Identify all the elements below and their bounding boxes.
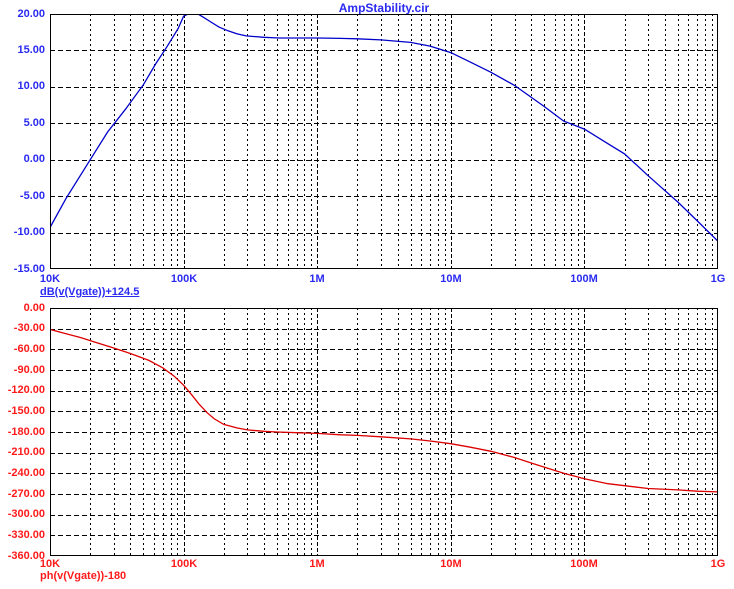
phase-x-tick-label: 1M	[309, 558, 325, 570]
phase-y-tick-label: -180.00	[7, 426, 45, 438]
phase-plot-area[interactable]	[50, 308, 718, 556]
gain-y-tick-label: -10.00	[13, 226, 45, 238]
phase-y-tick-label: -240.00	[7, 467, 45, 479]
phase-x-tick-label: 1G	[710, 558, 726, 570]
gain-x-tick-label: 1G	[710, 273, 726, 285]
phase-y-tick-label: -150.00	[7, 405, 45, 417]
phase-x-tick-label: 10M	[440, 558, 462, 570]
phase-x-tick-label: 100K	[170, 558, 198, 570]
phase-expression-label[interactable]: ph(v(Vgate))-180	[40, 570, 127, 582]
gain-y-tick-label: 15.00	[17, 44, 45, 56]
gain-y-tick-label: -5.00	[19, 190, 45, 202]
gain-x-tick-label: 100K	[170, 273, 198, 285]
gain-expression-label[interactable]: dB(v(Vgate))+124.5	[40, 286, 140, 298]
plot-title: AmpStability.cir	[338, 1, 430, 15]
phase-y-tick-label: -60.00	[13, 343, 45, 355]
phase-curve	[50, 328, 718, 493]
phase-y-tick-label: -300.00	[7, 508, 45, 520]
phase-y-tick-label: -30.00	[13, 322, 45, 334]
phase-y-tick-label: 0.00	[23, 302, 45, 314]
gain-y-tick-label: -15.00	[13, 263, 45, 275]
gain-curve	[50, 14, 718, 242]
gain-y-tick-label: 10.00	[17, 80, 45, 92]
phase-x-tick-label: 100M	[570, 558, 598, 570]
gain-x-tick-label: 100M	[570, 273, 598, 285]
plot-frame	[50, 308, 718, 556]
phase-y-tick-label: -90.00	[13, 364, 45, 376]
phase-y-tick-label: -270.00	[7, 488, 45, 500]
gain-y-tick-label: 0.00	[23, 153, 45, 165]
gain-y-tick-label: 5.00	[23, 117, 45, 129]
gain-x-tick-label: 10K	[39, 273, 61, 285]
gain-y-tick-label: 20.00	[17, 8, 45, 20]
phase-y-tick-label: -120.00	[7, 384, 45, 396]
phase-y-tick-label: -360.00	[7, 550, 45, 562]
gain-plot-canvas	[50, 14, 718, 269]
gain-plot-area[interactable]	[50, 14, 718, 269]
gain-x-tick-label: 10M	[440, 273, 462, 285]
phase-x-tick-label: 10K	[39, 558, 61, 570]
phase-y-tick-label: -210.00	[7, 446, 45, 458]
plot-frame	[50, 14, 718, 269]
phase-y-tick-label: -330.00	[7, 529, 45, 541]
phase-plot-canvas	[50, 308, 718, 556]
gain-x-tick-label: 1M	[309, 273, 325, 285]
